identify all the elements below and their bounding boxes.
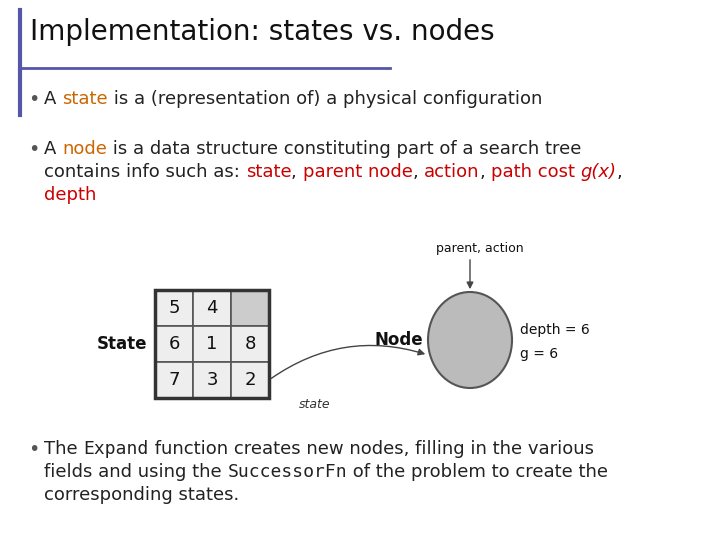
Bar: [231, 290, 269, 326]
Text: fields and using the: fields and using the: [44, 463, 228, 481]
Text: ,: ,: [617, 163, 623, 181]
Text: parent, action: parent, action: [436, 242, 524, 255]
Text: depth = 6: depth = 6: [520, 323, 590, 337]
Text: corresponding states.: corresponding states.: [44, 486, 239, 504]
Bar: [155, 290, 269, 398]
Bar: [155, 326, 193, 362]
Bar: [193, 290, 231, 326]
Text: 2: 2: [244, 371, 256, 389]
Text: ,: ,: [480, 163, 491, 181]
Text: State: State: [96, 335, 147, 353]
Text: parent node: parent node: [302, 163, 413, 181]
Text: •: •: [28, 440, 40, 459]
Text: •: •: [28, 140, 40, 159]
Text: g(x): g(x): [581, 163, 617, 181]
Bar: [231, 362, 269, 398]
Text: contains info such as:: contains info such as:: [44, 163, 246, 181]
Text: Expand: Expand: [84, 440, 148, 458]
FancyArrowPatch shape: [271, 346, 424, 379]
Text: 7: 7: [168, 371, 180, 389]
Text: g = 6: g = 6: [520, 347, 558, 361]
Text: state: state: [246, 163, 292, 181]
Text: action: action: [424, 163, 480, 181]
Text: is a (representation of) a physical configuration: is a (representation of) a physical conf…: [108, 90, 542, 108]
Text: SuccessorFn: SuccessorFn: [228, 463, 347, 481]
Bar: [193, 362, 231, 398]
Text: 6: 6: [168, 335, 180, 353]
Text: 1: 1: [207, 335, 217, 353]
Text: •: •: [28, 90, 40, 109]
Bar: [155, 290, 193, 326]
Ellipse shape: [428, 292, 512, 388]
Text: is a data structure constituting part of a search tree: is a data structure constituting part of…: [107, 140, 581, 158]
Bar: [155, 362, 193, 398]
Text: Node: Node: [374, 331, 423, 349]
Text: of the problem to create the: of the problem to create the: [347, 463, 608, 481]
Bar: [193, 326, 231, 362]
Text: state: state: [62, 90, 108, 108]
Text: path cost: path cost: [491, 163, 581, 181]
Text: A: A: [44, 90, 62, 108]
Text: state: state: [299, 398, 330, 411]
Text: 4: 4: [206, 299, 217, 317]
Text: function creates new nodes, filling in the various: function creates new nodes, filling in t…: [148, 440, 593, 458]
Text: The: The: [44, 440, 84, 458]
Text: ,: ,: [292, 163, 302, 181]
Text: 8: 8: [244, 335, 256, 353]
Bar: [231, 326, 269, 362]
Text: depth: depth: [44, 186, 96, 204]
Text: 3: 3: [206, 371, 217, 389]
Text: A: A: [44, 140, 62, 158]
Text: Implementation: states vs. nodes: Implementation: states vs. nodes: [30, 18, 495, 46]
Text: ,: ,: [413, 163, 424, 181]
Text: node: node: [62, 140, 107, 158]
Text: 5: 5: [168, 299, 180, 317]
